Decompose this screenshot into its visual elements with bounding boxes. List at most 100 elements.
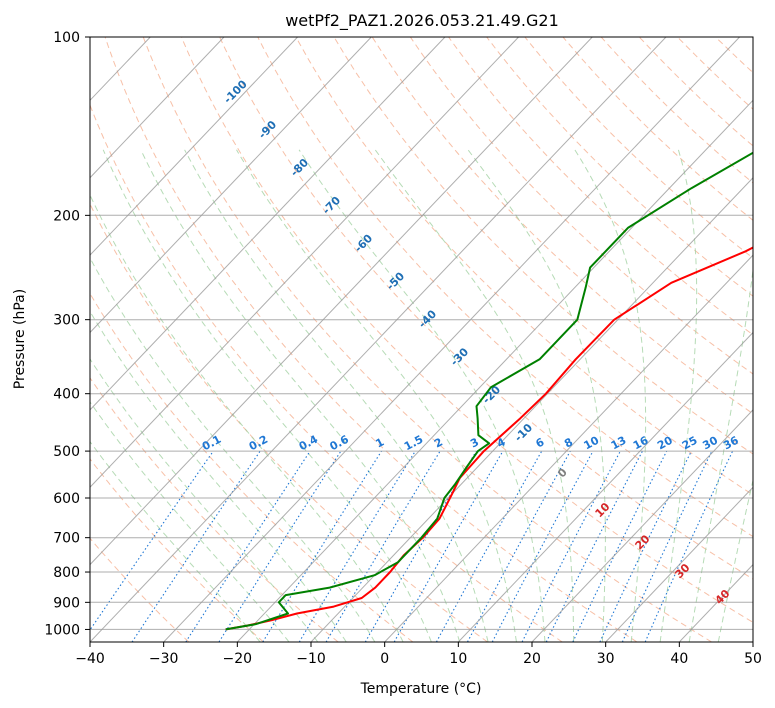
y-tick-label: 900 [53,595,80,611]
dry-adiabat-line [257,37,753,538]
dry-adiabat-line [90,103,563,642]
moist-adiabat-line [298,149,546,642]
dry-adiabat-line [90,202,488,642]
isotherm-gridline [236,99,753,642]
dry-adiabat-line [333,37,753,455]
x-tick-label: −40 [75,651,105,667]
dry-adiabat-line [486,37,753,297]
y-tick-label: 200 [53,208,80,224]
moist-adiabat-line [717,478,753,642]
isotherm-gridline [90,37,446,411]
x-axis-label: Temperature (°C) [360,681,482,697]
profile-series [225,151,753,631]
dry-adiabat-line [524,37,753,259]
moist-adiabat-line [90,440,261,642]
y-tick-label: 500 [53,444,80,460]
isotherm-gridline [384,254,753,642]
mixing-ratio-label: 1.5 [402,433,425,454]
mixing-ratio-line [435,450,543,642]
plot-area: -100-90-80-70-60-50-40-30-20-10010203040… [0,37,775,642]
x-tick-label: −30 [149,651,179,667]
dry-adiabat-label: -80 [288,156,311,179]
mixing-ratio-line [393,450,504,642]
y-axis-ticks: 100 200 300 400 500 600 700 800 900 1000 [44,30,90,638]
y-tick-label: 300 [53,313,80,329]
mixing-ratio-label: 30 [700,434,720,453]
x-tick-label: 30 [597,651,615,667]
dry-adiabat-line [90,292,414,642]
x-axis-ticks: −40 −30 −20 −10 0 10 20 30 40 50 [75,642,762,667]
mixing-ratio-label: 3 [468,435,481,450]
isotherm-gridline [310,177,753,642]
mixing-ratio-line [131,450,261,642]
mixing-ratio-label: 36 [721,434,741,453]
dry-adiabat-line [90,537,190,642]
dry-adiabat-line [142,37,712,642]
dry-adiabat-line [715,37,753,74]
chart-title: wetPf2_PAZ1.2026.053.21.49.G21 [285,11,559,31]
dry-adiabat-label: 0 [555,466,570,481]
mixing-ratio-label: 1 [373,435,386,450]
moist-adiabat-line [688,266,753,642]
x-tick-label: 0 [380,651,389,667]
dewpoint-profile-line [225,151,753,631]
dry-adiabat-line [219,37,753,580]
dry-adiabat-line [600,37,753,184]
mixing-ratio-line [90,450,214,631]
x-tick-label: 20 [523,651,541,667]
isotherm-gridline [531,409,753,642]
dry-adiabat-label: 30 [673,561,693,581]
mixing-ratio-line [545,450,643,642]
moist-adiabat-line [236,149,517,642]
moist-adiabat-line [90,256,376,642]
mixing-ratio-label: 0.2 [247,433,270,454]
isotherm-gridline [90,37,298,256]
dry-adiabat-line [90,376,339,642]
mixing-ratio-label: 0.1 [200,433,223,454]
x-tick-label: 40 [670,651,688,667]
isotherm-gridline [90,37,593,566]
y-tick-label: 1000 [44,622,80,638]
dry-adiabat-label: 10 [593,500,613,520]
dry-adiabat-line [371,37,753,415]
mixing-ratio-line [185,450,311,642]
isotherm-gridline [605,486,753,642]
moist-adiabat-line [140,149,461,642]
mixing-ratio-label: 20 [655,434,675,453]
mixing-ratio-line [644,450,734,642]
isotherm-gridline [457,331,753,642]
dry-adiabat-label: -50 [384,269,407,292]
moist-adiabat-line [659,149,698,642]
isotherm-gridline [163,37,740,642]
isotherm-gridline [90,37,225,179]
isotherm-gridline [0,37,3,642]
x-tick-label: −10 [296,651,326,667]
isotherm-gridline [90,37,667,642]
plot-frame [89,36,754,643]
mixing-ratio-label: 25 [680,434,700,453]
dry-adiabat-label: 20 [633,532,653,552]
x-tick-label: 50 [744,651,762,667]
moist-adiabat-line [184,149,489,642]
x-tick-label: −20 [223,651,253,667]
dry-adiabat-label: -60 [352,232,375,255]
y-tick-label: 100 [53,30,80,46]
y-axis-label: Pressure (hPa) [12,289,28,389]
mixing-ratio-label: 0.6 [328,433,352,454]
mixing-ratio-label: 13 [609,434,629,453]
dry-adiabat-line [104,37,638,642]
dry-adiabat-line [638,37,753,147]
moist-adiabat-line [374,149,575,642]
temperature-profile-line [225,246,753,631]
skewed-isotherms [0,37,753,642]
dry-adiabat-line [90,458,264,642]
mixing-ratio-line [298,450,416,642]
mixing-ratio-label: 16 [631,434,651,453]
mixing-ratio-line [218,450,342,642]
mixing-ratio-label: 0.4 [297,433,321,454]
dry-adiabat-line [754,37,775,642]
mixing-ratio-labels: 0.1 0.2 0.4 0.6 1 1.5 2 3 4 6 8 10 13 16 20 25 30 36 [200,433,741,454]
x-tick-label: 10 [449,651,467,667]
moist-adiabat-line [90,310,347,642]
